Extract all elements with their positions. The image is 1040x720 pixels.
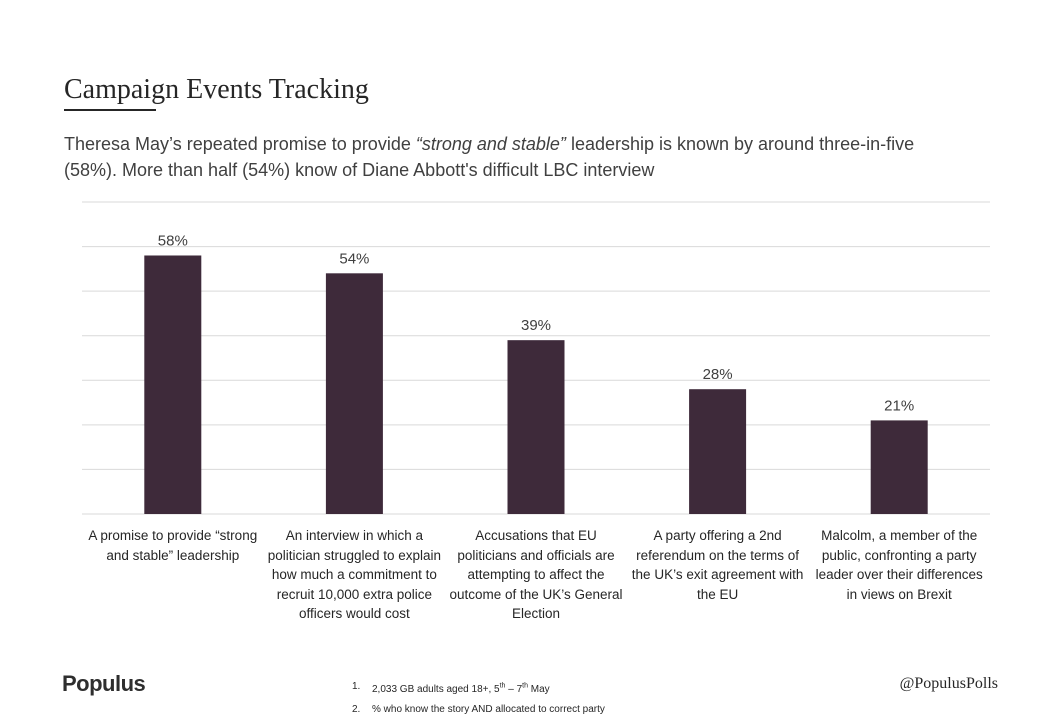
bar	[689, 389, 747, 514]
chart-subtitle: Theresa May’s repeated promise to provid…	[64, 131, 964, 183]
category-label: A party offering a 2nd referendum on the…	[631, 528, 804, 602]
social-handle: @PopulusPolls	[899, 675, 998, 692]
bar	[507, 340, 565, 514]
category-label: Accusations that EU politicians and offi…	[449, 528, 623, 621]
chart-data-labels: 58% 54% 39% 28% 21%	[158, 232, 914, 414]
category-label: An interview in which a politician strug…	[267, 528, 442, 621]
data-label: 28%	[703, 366, 733, 383]
footnote-text-content: 2,033 GB adults aged 18+, 5th – 7th May	[372, 683, 550, 696]
data-label: 58%	[158, 232, 188, 249]
subtitle-text-start: Theresa May’s repeated promise to provid…	[64, 134, 416, 154]
category-label: A promise to provide “strong and stable”…	[88, 528, 258, 563]
chart-bars	[144, 255, 928, 514]
category-label: Malcolm, a member of the public, confron…	[815, 528, 983, 602]
bar	[144, 255, 202, 514]
footnote-number: 1.	[352, 681, 361, 692]
title-underline	[64, 109, 156, 111]
footnotes: 1. 2,033 GB adults aged 18+, 5th – 7th M…	[352, 677, 605, 720]
ordinal-suffix: th	[522, 683, 528, 690]
subtitle-text-end: leadership is known by around three-in-f…	[64, 134, 915, 180]
bar	[325, 273, 383, 514]
footnote-2: 2. % who know the story AND allocated to…	[352, 700, 605, 720]
data-label: 54%	[339, 250, 369, 267]
page-title: Campaign Events Tracking	[64, 74, 369, 105]
footnote-1: 1. 2,033 GB adults aged 18+, 5th – 7th M…	[352, 677, 605, 700]
footnote-text: 2,033 GB adults aged 18+, 5th – 7th May	[372, 677, 550, 700]
footnote-number: 2.	[352, 704, 361, 716]
ordinal-suffix: th	[499, 683, 506, 690]
footnote-text: % who know the story AND allocated to co…	[372, 704, 605, 716]
data-label: 21%	[884, 397, 914, 414]
data-label: 39%	[521, 317, 551, 334]
bar	[870, 420, 928, 514]
subtitle-emphasis: “strong and stable”	[415, 134, 566, 154]
populus-logo: Populus	[62, 671, 146, 696]
